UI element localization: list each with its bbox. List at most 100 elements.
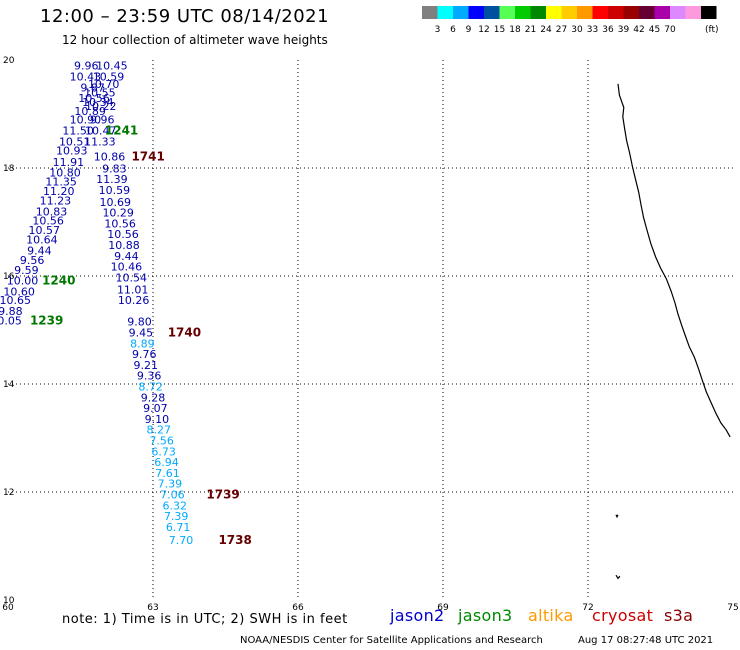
colorbar-swatch (453, 6, 469, 19)
wave-height-value: 8.27 (147, 424, 172, 437)
wave-height-value: 10.05 (0, 315, 22, 328)
wave-height-value: 10.59 (93, 71, 125, 84)
wave-height-value: 8.72 (138, 380, 163, 393)
wave-height-value: 9.83 (102, 162, 127, 175)
colorbar-swatch (685, 6, 701, 19)
wave-height-value: 10.70 (88, 78, 120, 91)
wave-height-value: 11.91 (53, 156, 85, 169)
colorbar-tick-label: 3 (435, 25, 441, 35)
colorbar-swatch (499, 6, 515, 19)
map-grid (8, 60, 733, 600)
pass-time-label: 1241 (105, 124, 138, 138)
wave-height-value: 10.56 (107, 228, 139, 241)
colorbar-tick-label: 39 (618, 25, 630, 35)
wave-height-value: 9.80 (127, 316, 152, 329)
wave-height-value: 6.32 (163, 499, 188, 512)
wave-height-value: 11.50 (62, 125, 94, 138)
wave-height-value: 10.93 (56, 145, 88, 158)
wave-height-value: 9.56 (20, 254, 45, 267)
wave-height-value: 10.51 (59, 135, 91, 148)
colorbar-swatch (530, 6, 546, 19)
colorbar-swatch (592, 6, 608, 19)
wave-height-value: 10.69 (100, 196, 132, 209)
wave-height-value: 11.33 (84, 135, 116, 148)
satellite-legend-altika: altika (528, 606, 574, 625)
footer-note: note: 1) Time is in UTC; 2) SWH is in fe… (62, 612, 348, 627)
colorbar-swatch (639, 6, 655, 19)
colorbar-swatch (623, 6, 639, 19)
colorbar-tick-label: 9 (466, 25, 472, 35)
colorbar-swatch (608, 6, 624, 19)
coastline-segment (615, 514, 619, 519)
wave-height-value: 9.36 (137, 370, 162, 383)
wave-height-value: 9.07 (143, 402, 168, 415)
wave-height-value: 10.90 (70, 114, 102, 127)
pass-time-label: 1741 (131, 149, 164, 163)
pass-time-label: 1738 (218, 533, 251, 547)
colorbar-tick-label: 33 (587, 25, 598, 35)
wave-height-value: 10.55 (84, 87, 116, 100)
pass-time-label: 1739 (206, 487, 239, 501)
colorbar-swatch (561, 6, 577, 19)
y-tick-label: 20 (3, 56, 15, 66)
generated-timestamp: Aug 17 08:27:48 UTC 2021 (578, 635, 714, 646)
colorbar-tick-label: 21 (525, 25, 536, 35)
wave-height-value: 10.89 (74, 105, 106, 118)
y-tick-label: 18 (3, 164, 15, 174)
colorbar-swatch (577, 6, 593, 19)
wave-height-value: 7.56 (149, 434, 174, 447)
wave-height-value: 7.06 (160, 488, 185, 501)
colorbar-tick-label: 30 (571, 25, 583, 35)
wave-height-value: 9.87 (80, 81, 105, 94)
wave-height-value: 6.73 (151, 445, 176, 458)
wave-height-value: 10.26 (118, 294, 150, 307)
wave-height-value: 9.28 (141, 391, 166, 404)
wave-height-value: 9.88 (0, 305, 23, 318)
satellite-legend-cryosat: cryosat (592, 606, 654, 625)
colorbar-swatch (468, 6, 484, 19)
satellite-legend-s3a: s3a (664, 606, 694, 625)
y-tick-label: 10 (3, 596, 15, 606)
colorbar-tick-label: 12 (478, 25, 489, 35)
wave-height-value: 9.44 (27, 244, 52, 257)
pass-time-label: 1740 (168, 325, 201, 339)
wave-height-value: 10.43 (70, 71, 102, 84)
map-title: 12:00 – 23:59 UTC 08/14/2021 (40, 6, 330, 27)
colorbar-swatch (670, 6, 686, 19)
wave-height-value: 6.71 (166, 521, 191, 534)
colorbar-swatch (654, 6, 670, 19)
wave-height-value: 6.94 (154, 456, 179, 469)
wave-height-value: 10.00 (7, 275, 39, 288)
colorbar-swatch (437, 6, 453, 19)
colorbar-tick-label: 36 (602, 25, 614, 35)
coastline (615, 83, 731, 580)
pass-time-labels: 1241 1741 1240 1239 1740 1739 1738 (30, 124, 252, 547)
wave-height-value: 7.39 (164, 510, 189, 523)
wave-height-value: 11.35 (45, 175, 77, 188)
wave-height-value: 7.39 (158, 478, 183, 491)
wave-height-value: 9.21 (134, 359, 159, 372)
wave-height-value: 7.70 (169, 534, 194, 547)
axis-tick-labels: 60 63 66 69 72 75 20 18 16 14 12 10 (2, 56, 738, 610)
wave-height-value: 10.45 (96, 60, 128, 73)
wave-height-value: 11.20 (43, 185, 75, 198)
colorbar-swatch (701, 6, 717, 19)
x-tick-label: 66 (292, 603, 304, 610)
wave-height-value: 10.56 (78, 92, 110, 105)
wave-height-values: 9.9610.4510.4310.5910.709.8710.5510.5610… (0, 60, 193, 547)
coastline-segment (617, 83, 731, 438)
wave-height-value: 8.89 (130, 337, 155, 350)
wave-height-value: 10.86 (94, 150, 126, 163)
wave-height-value: 10.88 (108, 239, 140, 252)
wave-height-value: 10.57 (29, 224, 61, 237)
wave-height-value: 10.22 (85, 100, 117, 113)
colorbar-swatch (515, 6, 531, 19)
colorbar-tick-label: 18 (509, 25, 521, 35)
wave-height-value: 7.61 (155, 467, 180, 480)
y-tick-label: 14 (3, 380, 15, 390)
wave-height-value: 9.59 (14, 264, 39, 277)
wave-height-value: 10.29 (102, 207, 134, 220)
colorbar-tick-label: 27 (556, 25, 567, 35)
y-tick-label: 16 (3, 272, 15, 282)
